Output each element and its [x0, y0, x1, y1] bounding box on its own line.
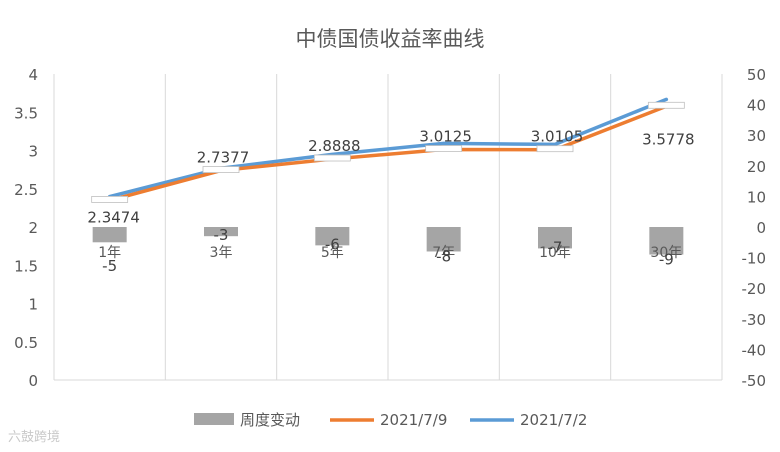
y-left-tick-label: 3.5 — [14, 104, 38, 122]
y-left-tick-label: 0.5 — [14, 334, 38, 352]
legend-label: 2021/7/9 — [380, 411, 447, 429]
y-left-tick-label: 2 — [28, 219, 38, 237]
y-right-tick-label: -30 — [742, 311, 767, 329]
y-left-tick-label: 1 — [28, 296, 38, 314]
bar-weekly-change — [649, 227, 684, 255]
bar-data-label: -8 — [436, 247, 451, 265]
line-data-label: 2.7377 — [197, 149, 250, 167]
y-right-tick-label: 20 — [747, 158, 766, 176]
y-left-tick-label: 4 — [28, 66, 38, 84]
y-right-tick-label: 0 — [756, 219, 766, 237]
y-right-tick-label: -50 — [742, 372, 767, 390]
line-series-2021-7-2 — [107, 97, 669, 199]
y-right-tick-label: -10 — [742, 250, 767, 268]
line-series-2021-7-9 — [107, 104, 669, 203]
legend-label: 2021/7/2 — [520, 411, 587, 429]
y-right-tick-label: 50 — [747, 66, 766, 84]
watermark: 六鼓跨境 — [8, 430, 61, 445]
legend-swatch — [194, 413, 234, 425]
y-right-tick-label: 10 — [747, 188, 766, 206]
data-point-marker — [91, 196, 129, 203]
line-data-label: 3.5778 — [642, 130, 695, 148]
y-left-tick-label: 3 — [28, 143, 38, 161]
bar-data-label: -5 — [102, 257, 117, 275]
data-point-marker — [313, 154, 351, 162]
bar-data-label: -7 — [548, 238, 563, 256]
data-point-marker — [647, 101, 685, 109]
data-point-marker — [202, 166, 240, 173]
x-tick-label: 1年 — [98, 245, 121, 261]
chart-title: 中债国债收益率曲线 — [296, 27, 485, 51]
y-right-tick-label: 30 — [747, 127, 766, 145]
bar-weekly-change — [426, 227, 461, 252]
line-data-label: 2.3474 — [87, 208, 140, 226]
y-left-tick-label: 1.5 — [14, 257, 38, 275]
bar-weekly-change — [92, 227, 127, 243]
x-tick-label: 3年 — [210, 245, 233, 261]
bar-data-label: -9 — [659, 251, 674, 269]
x-tick-label: 7年 — [432, 245, 455, 261]
y-left-tick-label: 0 — [28, 372, 38, 390]
line-data-label: 2.8888 — [308, 137, 361, 155]
line-data-label: 3.0105 — [531, 128, 584, 146]
data-point-marker — [536, 145, 574, 153]
x-tick-label: 30年 — [650, 245, 682, 261]
x-tick-label: 10年 — [539, 245, 571, 261]
legend-label: 周度变动 — [240, 411, 300, 429]
y-left-tick-label: 2.5 — [14, 181, 38, 199]
bar-data-label: -6 — [325, 235, 340, 253]
data-point-marker — [425, 145, 463, 152]
line-data-label: 3.0125 — [419, 128, 472, 146]
bar-weekly-change — [538, 227, 572, 249]
y-right-tick-label: 40 — [747, 97, 766, 115]
x-tick-label: 5年 — [321, 245, 344, 261]
y-right-tick-label: -40 — [742, 341, 767, 359]
bar-weekly-change — [315, 227, 350, 246]
bar-weekly-change — [204, 227, 238, 237]
bar-data-label: -3 — [214, 226, 229, 244]
y-right-tick-label: -20 — [742, 280, 767, 298]
